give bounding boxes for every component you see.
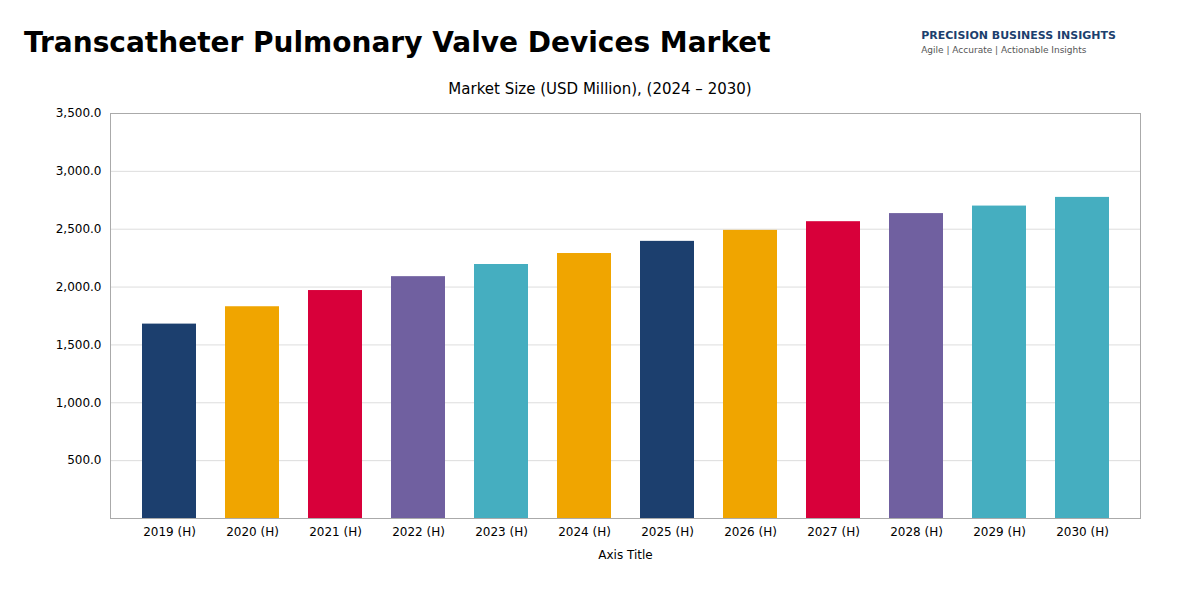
svg-text:2027 (H): 2027 (H) <box>807 525 860 539</box>
svg-text:2029 (H): 2029 (H) <box>973 525 1026 539</box>
svg-text:1,500.0: 1,500.0 <box>56 338 102 352</box>
svg-text:2021 (H): 2021 (H) <box>309 525 362 539</box>
svg-text:2023 (H): 2023 (H) <box>475 525 528 539</box>
svg-text:2028 (H): 2028 (H) <box>890 525 943 539</box>
svg-text:2026 (H): 2026 (H) <box>724 525 777 539</box>
svg-text:3,500.0: 3,500.0 <box>56 106 102 120</box>
html-text:Market Size (USD Million), (20: Market Size (USD Million), (2024 – 2030) <box>448 80 752 98</box>
html-text:PRECISION BUSINESS INSIGHTS: PRECISION BUSINESS INSIGHTS <box>921 29 1116 42</box>
svg-text:2020 (H): 2020 (H) <box>226 525 279 539</box>
svg-text:2024 (H): 2024 (H) <box>558 525 611 539</box>
html-text:Agile | Accurate | Actionable: Agile | Accurate | Actionable Insights <box>921 45 1087 55</box>
svg-text:2,000.0: 2,000.0 <box>56 280 102 294</box>
svg-text:2019 (H): 2019 (H) <box>143 525 196 539</box>
svg-text:2030 (H): 2030 (H) <box>1056 525 1109 539</box>
svg-text:2,500.0: 2,500.0 <box>56 222 102 236</box>
svg-text:1,000.0: 1,000.0 <box>56 396 102 410</box>
svg-text:Axis Title: Axis Title <box>598 548 652 562</box>
svg-text:3,000.0: 3,000.0 <box>56 164 102 178</box>
svg-text:2022 (H): 2022 (H) <box>392 525 445 539</box>
html-text:Transcatheter Pulmonary Valve: Transcatheter Pulmonary Valve Devices Ma… <box>24 25 771 59</box>
svg-text:500.0: 500.0 <box>67 453 101 467</box>
svg-text:2025 (H): 2025 (H) <box>641 525 694 539</box>
